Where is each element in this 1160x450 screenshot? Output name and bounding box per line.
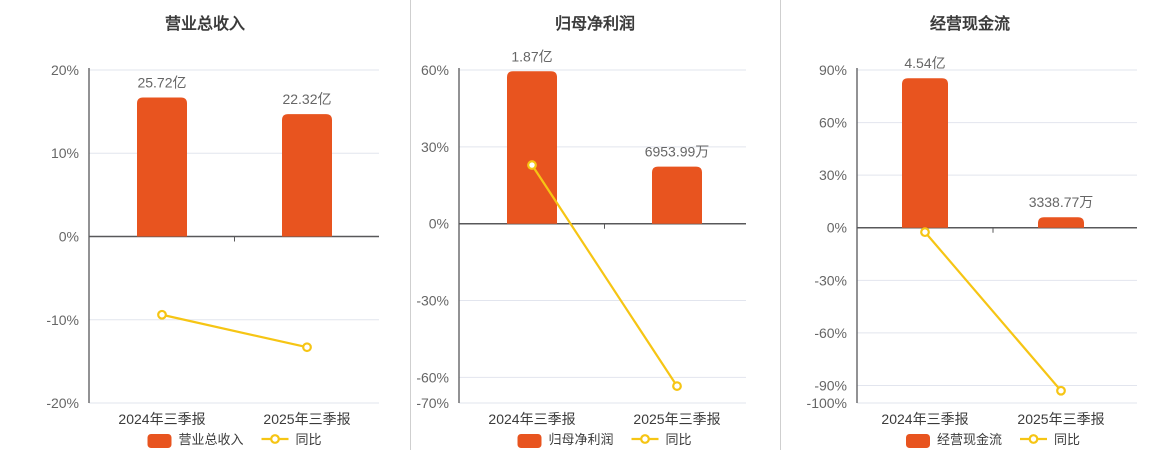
svg-text:-10%: -10% [46, 312, 79, 328]
svg-text:经营现金流: 经营现金流 [937, 432, 1002, 447]
svg-text:-100%: -100% [807, 395, 847, 411]
svg-text:经营现金流: 经营现金流 [930, 14, 1010, 33]
svg-text:归母净利润: 归母净利润 [555, 14, 635, 33]
svg-text:营业总收入: 营业总收入 [179, 432, 244, 447]
svg-text:2024年三季报: 2024年三季报 [881, 411, 968, 427]
svg-text:0%: 0% [59, 229, 79, 245]
svg-text:-90%: -90% [814, 378, 847, 394]
svg-text:同比: 同比 [666, 432, 692, 447]
svg-text:10%: 10% [51, 145, 79, 161]
svg-text:2024年三季报: 2024年三季报 [488, 411, 575, 427]
svg-text:25.72亿: 25.72亿 [137, 75, 186, 91]
svg-text:-30%: -30% [814, 272, 847, 288]
svg-text:0%: 0% [429, 216, 449, 232]
svg-text:90%: 90% [819, 62, 847, 78]
svg-text:-20%: -20% [46, 395, 79, 411]
svg-text:6953.99万: 6953.99万 [645, 144, 710, 160]
svg-text:-60%: -60% [814, 325, 847, 341]
svg-text:1.87亿: 1.87亿 [511, 48, 552, 64]
svg-text:营业总收入: 营业总收入 [165, 14, 245, 33]
svg-text:同比: 同比 [296, 432, 322, 447]
svg-text:2025年三季报: 2025年三季报 [263, 411, 350, 427]
svg-text:20%: 20% [51, 62, 79, 78]
svg-text:2025年三季报: 2025年三季报 [633, 411, 720, 427]
svg-text:2025年三季报: 2025年三季报 [1017, 411, 1104, 427]
svg-text:3338.77万: 3338.77万 [1029, 194, 1094, 210]
svg-text:2024年三季报: 2024年三季报 [118, 411, 205, 427]
svg-text:30%: 30% [421, 139, 449, 155]
svg-text:-70%: -70% [416, 395, 449, 411]
svg-text:22.32亿: 22.32亿 [282, 91, 331, 107]
svg-text:4.54亿: 4.54亿 [904, 55, 945, 71]
svg-text:0%: 0% [827, 220, 847, 236]
svg-text:30%: 30% [819, 167, 847, 183]
svg-text:归母净利润: 归母净利润 [549, 432, 614, 447]
svg-text:-30%: -30% [416, 293, 449, 309]
svg-text:-60%: -60% [416, 369, 449, 385]
svg-text:60%: 60% [421, 62, 449, 78]
svg-text:60%: 60% [819, 115, 847, 131]
svg-text:同比: 同比 [1054, 432, 1080, 447]
